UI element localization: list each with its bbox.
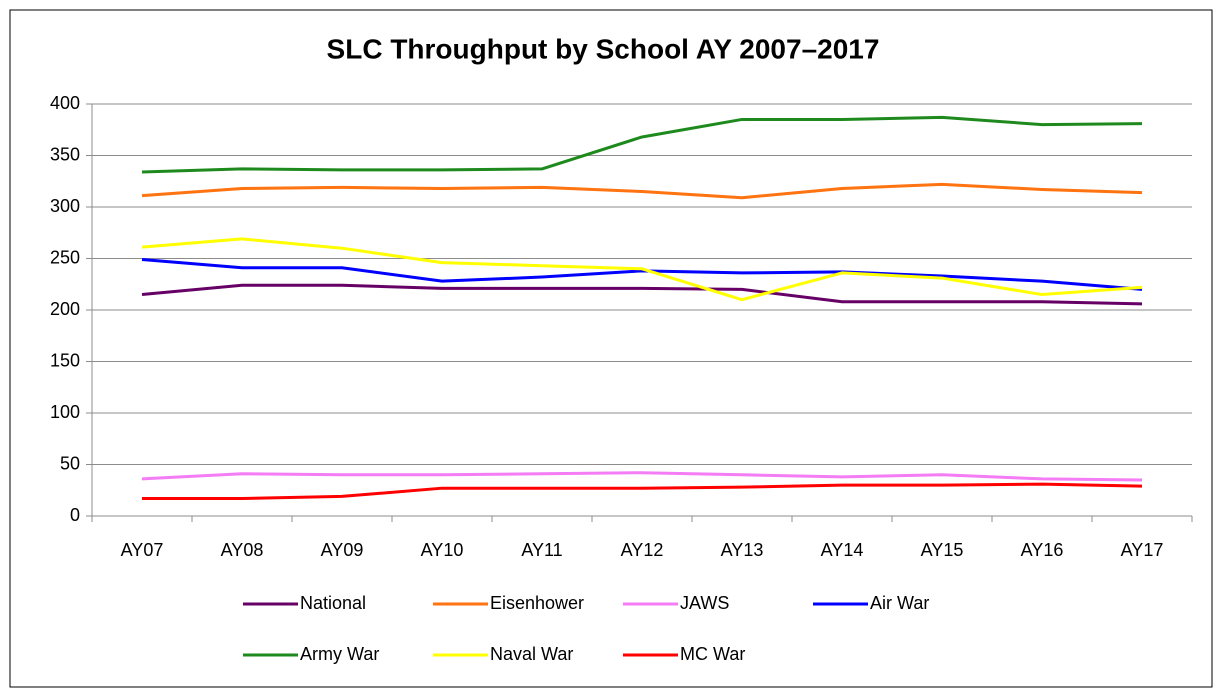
y-tick-label: 200	[50, 299, 80, 319]
legend-label: JAWS	[680, 593, 729, 613]
y-tick-label: 350	[50, 144, 80, 164]
series-line	[141, 237, 1143, 302]
legend-label: MC War	[680, 644, 745, 664]
x-tick-label: AY16	[1021, 540, 1064, 560]
y-tick-label: 250	[50, 247, 80, 267]
x-tick-label: AY13	[721, 540, 764, 560]
chart-border	[9, 9, 1213, 688]
y-tick-label: 400	[50, 93, 80, 113]
x-tick-label: AY08	[221, 540, 264, 560]
legend-label: Naval War	[490, 644, 573, 664]
y-tick-label: 300	[50, 196, 80, 216]
x-tick-label: AY12	[621, 540, 664, 560]
legend-label: National	[300, 593, 366, 613]
legend-label: Army War	[300, 644, 379, 664]
y-tick-label: 100	[50, 402, 80, 422]
series-line	[142, 482, 1143, 500]
y-tick-label: 0	[70, 505, 80, 525]
x-tick-label: AY11	[521, 540, 562, 560]
x-tick-label: AY15	[921, 540, 964, 560]
series-line	[141, 258, 1143, 291]
x-tick-label: AY14	[821, 540, 864, 560]
legend-label: Eisenhower	[490, 593, 584, 613]
x-tick-label: AY17	[1121, 540, 1164, 560]
series-line	[141, 283, 1143, 306]
series-line	[141, 182, 1143, 200]
y-tick-label: 150	[50, 350, 80, 370]
x-tick-label: AY07	[121, 540, 164, 560]
x-tick-label: AY09	[321, 540, 364, 560]
chart-title: SLC Throughput by School AY 2007–2017	[327, 33, 880, 64]
series-line	[141, 115, 1143, 174]
y-tick-label: 50	[60, 453, 80, 473]
legend-label: Air War	[870, 593, 929, 613]
series-line	[141, 471, 1143, 482]
x-tick-label: AY10	[421, 540, 464, 560]
